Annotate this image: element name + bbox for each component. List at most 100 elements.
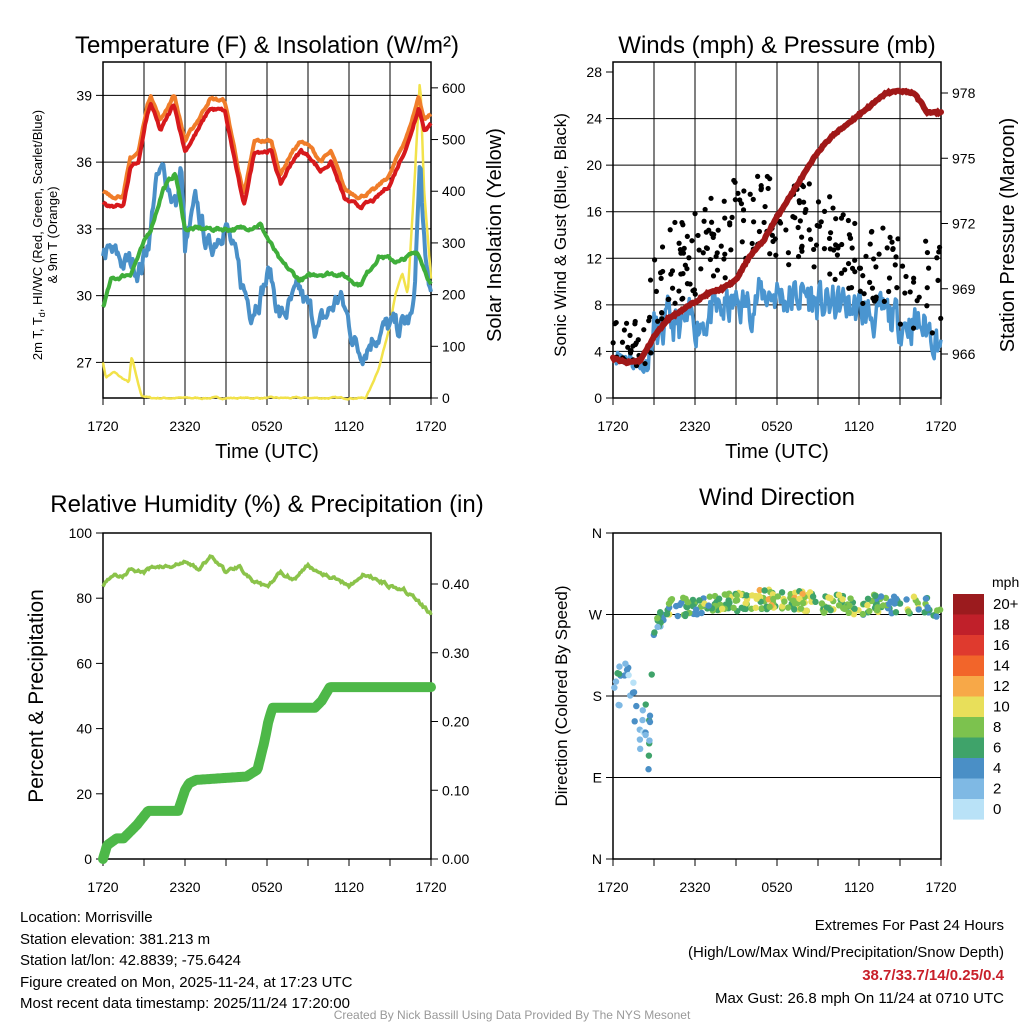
gust-point	[796, 200, 803, 206]
gust-point	[811, 246, 817, 253]
wind-direction-point	[790, 597, 797, 604]
gust-point	[632, 318, 638, 325]
wind-direction-point	[835, 591, 843, 599]
gust-point	[880, 225, 886, 231]
y-tick-label: 100	[69, 525, 93, 541]
y-tick-label-right: 0.40	[442, 576, 469, 592]
gust-point	[827, 230, 834, 236]
gust-point	[647, 277, 654, 283]
gust-point	[684, 233, 690, 240]
gust-point	[870, 295, 876, 301]
wind-direction-point	[642, 701, 649, 708]
colorbar-label: 2	[993, 781, 1001, 798]
wind-direction-point	[740, 605, 748, 613]
wind-direction-point	[625, 671, 632, 679]
wind-direction-point	[633, 702, 640, 710]
x-tick-label: 1720	[415, 879, 446, 895]
temperature-9m-line	[102, 94, 433, 201]
wind-direction-point	[753, 595, 760, 602]
gust-point	[711, 231, 717, 238]
wind-direction-point	[611, 684, 618, 691]
gust-point	[890, 246, 896, 252]
elevation-text: Station elevation: 381.213 m	[20, 931, 210, 948]
temperature-title: Temperature (F) & Insolation (W/m²)	[75, 32, 459, 59]
wind-direction-point	[803, 607, 810, 614]
wind-direction-point	[705, 602, 712, 609]
gust-point	[721, 198, 727, 204]
wind-direction-point	[877, 593, 885, 600]
wind-direction-point	[657, 609, 664, 616]
precipitation-line	[98, 682, 436, 864]
humidity-panel: Relative Humidity (%) & Precipitation (i…	[25, 491, 484, 895]
wind-direction-point	[799, 590, 806, 598]
gust-point	[924, 285, 930, 291]
gust-point	[826, 235, 833, 242]
x-tick-label: 1720	[925, 879, 956, 895]
gust-point	[869, 285, 876, 291]
wind-direction-point	[915, 606, 922, 613]
wind-direction-point	[723, 591, 730, 598]
gust-point	[677, 247, 683, 253]
colorbar-swatch	[953, 594, 984, 615]
gust-point	[881, 298, 887, 305]
gust-point	[863, 253, 869, 259]
gust-point	[838, 215, 845, 221]
gust-point	[815, 199, 822, 205]
y-tick-label: 0	[594, 390, 602, 406]
colorbar-swatch	[953, 635, 984, 656]
gust-point	[722, 251, 728, 257]
gust-point	[652, 257, 658, 263]
wind-direction-point	[774, 593, 782, 600]
wind-direction-point	[645, 752, 653, 759]
gust-point	[827, 271, 833, 277]
gust-point	[894, 285, 900, 291]
gust-point	[737, 197, 743, 203]
wind-direction-point	[864, 595, 872, 602]
gust-point	[689, 238, 695, 244]
wind-direction-point	[636, 745, 644, 753]
colorbar-label: 16	[993, 637, 1010, 654]
wind-direction-point	[835, 602, 843, 609]
wind-direction-panel: Wind Direction 1720 2320 0520 1120 1720 N E S W N…	[552, 484, 1019, 895]
gust-point	[785, 250, 791, 256]
x-tick-label: 2320	[679, 879, 710, 895]
max-gust-text: Max Gust: 26.8 mph On 11/24 at 0710 UTC	[715, 990, 1004, 1007]
plot-frame	[102, 532, 432, 860]
temperature-xlabel: Time (UTC)	[215, 441, 319, 463]
gust-point	[623, 320, 630, 326]
gust-point	[845, 260, 852, 267]
gust-point	[696, 247, 702, 253]
wind-direction-point	[667, 597, 675, 605]
gust-point	[833, 216, 839, 222]
gust-point	[740, 217, 747, 224]
gust-point	[833, 242, 839, 248]
wind-direction-point	[846, 602, 853, 609]
y-tick-label: 20	[586, 157, 602, 173]
gust-point	[935, 277, 941, 284]
gust-point	[834, 252, 840, 258]
colorbar-swatch	[953, 614, 984, 636]
gust-point	[892, 262, 898, 268]
ylabel-sub: d	[37, 312, 47, 317]
wind-direction-point	[781, 598, 788, 605]
gust-point	[740, 207, 747, 213]
gust-point	[714, 267, 721, 273]
gust-point	[847, 235, 854, 241]
y-tick-label: 80	[76, 590, 92, 606]
latlon-text: Station lat/lon: 42.8839; -75.6424	[20, 952, 241, 969]
y-tick-label-right: 200	[442, 287, 466, 303]
wind-direction-point	[778, 589, 786, 596]
gust-point	[806, 181, 812, 187]
colorbar-label: 0	[993, 801, 1001, 818]
y-tick-label: E	[593, 770, 602, 786]
gust-point	[641, 327, 647, 333]
wind-direction-point	[680, 594, 687, 602]
colorbar-label: 10	[993, 699, 1010, 716]
gust-point	[659, 316, 665, 322]
x-tick-label: 1720	[925, 418, 956, 434]
wind-direction-point	[765, 596, 772, 603]
winds-panel: Winds (mph) & Pressure (mb) 1720 2320 0520…	[551, 32, 1019, 463]
gust-point	[686, 255, 692, 261]
x-tick-label: 0520	[761, 418, 792, 434]
wind-direction-point	[631, 718, 638, 725]
